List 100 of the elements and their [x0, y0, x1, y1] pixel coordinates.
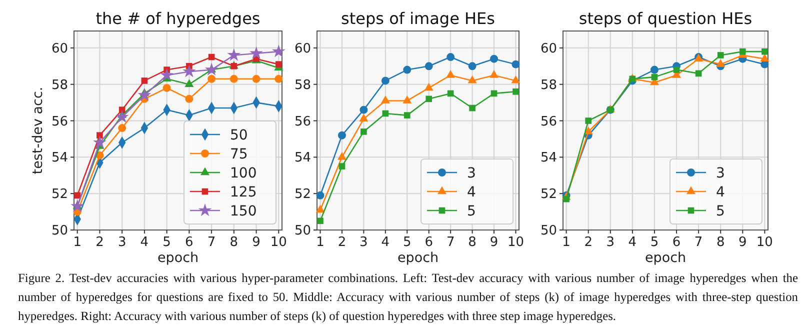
y-tick-label: 54	[294, 150, 311, 166]
point	[512, 60, 520, 68]
point	[762, 48, 768, 55]
point	[316, 191, 324, 200]
legend-label: 4	[467, 184, 476, 200]
legend-label: 4	[716, 184, 725, 200]
x-tick-label: 10	[756, 235, 773, 250]
legend-label: 3	[467, 165, 476, 182]
x-tick-label: 7	[446, 235, 455, 250]
chart-title: steps of image HEs	[341, 9, 495, 28]
chart-title: steps of question HEs	[578, 9, 752, 28]
point	[138, 88, 152, 101]
point	[93, 136, 106, 148]
x-tick-label: 6	[185, 235, 194, 250]
point	[760, 54, 770, 62]
chart-title: the # of hyperedges	[96, 9, 260, 28]
x-tick-label: 9	[490, 235, 498, 250]
x-tick-label: 8	[716, 235, 725, 250]
y-tick-label: 60	[540, 41, 557, 56]
x-tick-label: 5	[403, 235, 412, 250]
x-tick-label: 4	[628, 235, 637, 250]
point	[490, 54, 498, 63]
point	[716, 59, 726, 67]
y-tick-label: 50	[294, 224, 311, 239]
point	[338, 131, 346, 140]
point	[585, 118, 592, 124]
point	[118, 106, 126, 113]
y-tick-label: 54	[540, 150, 557, 166]
y-tick-label: 52	[294, 187, 311, 202]
x-tick-label: 2	[96, 235, 104, 250]
point	[230, 74, 238, 83]
point	[468, 76, 477, 84]
y-tick-label: 54	[51, 150, 68, 166]
y-axis-title: test-dev acc.	[30, 86, 46, 174]
legend-label: 5	[467, 203, 476, 220]
x-tick-label: 1	[73, 235, 82, 250]
point	[338, 163, 346, 170]
x-tick-label: 9	[252, 235, 260, 250]
point	[490, 90, 498, 97]
legend-label: 50	[230, 127, 248, 144]
x-tick-label: 2	[584, 235, 592, 250]
x-tick-label: 4	[381, 235, 390, 250]
point	[402, 96, 412, 104]
point	[74, 192, 81, 199]
point	[511, 76, 520, 84]
point	[446, 53, 455, 62]
point	[447, 90, 454, 97]
point	[252, 74, 260, 83]
legend-label: 75	[230, 146, 248, 162]
point	[96, 132, 103, 138]
x-tick-label: 3	[118, 235, 126, 250]
x-tick-label: 10	[270, 235, 287, 250]
x-tick-label: 7	[207, 235, 216, 250]
point	[227, 48, 241, 61]
point	[380, 96, 390, 104]
y-tick-label: 58	[540, 78, 557, 93]
legend-label: 150	[230, 203, 257, 220]
point	[70, 199, 84, 212]
point	[673, 66, 680, 73]
point	[337, 152, 346, 160]
legend-label: 3	[716, 165, 725, 182]
x-tick-label: 2	[338, 235, 346, 250]
x-tick-label: 7	[694, 235, 703, 250]
point	[184, 79, 194, 87]
point	[208, 54, 215, 60]
point	[274, 74, 283, 83]
point	[424, 82, 434, 91]
point	[650, 66, 658, 74]
point	[185, 94, 194, 103]
y-tick-label: 52	[540, 187, 557, 202]
y-tick-label: 58	[51, 78, 68, 93]
y-tick-label: 58	[294, 78, 311, 93]
x-tick-label: 9	[738, 235, 747, 250]
point	[739, 48, 746, 55]
point	[115, 110, 129, 123]
y-tick-label: 50	[540, 224, 557, 239]
x-tick-label: 6	[424, 235, 433, 250]
x-tick-label: 5	[162, 235, 171, 250]
x-tick-label: 5	[650, 235, 659, 250]
point	[275, 61, 282, 68]
point	[316, 204, 325, 213]
point	[162, 84, 171, 92]
x-tick-label: 1	[562, 235, 570, 250]
x-tick-label: 3	[606, 235, 615, 250]
x-axis-title: epoch	[397, 250, 439, 266]
x-tick-label: 10	[507, 235, 524, 250]
x-tick-label: 3	[360, 235, 368, 250]
y-tick-label: 56	[294, 114, 311, 130]
x-axis-title: epoch	[644, 250, 686, 266]
y-tick-label: 56	[51, 114, 68, 130]
y-tick-label: 56	[540, 114, 557, 130]
x-tick-label: 8	[468, 235, 476, 250]
x-tick-label: 1	[316, 235, 324, 250]
y-tick-label: 50	[51, 224, 68, 239]
point	[490, 70, 499, 78]
x-tick-label: 6	[672, 235, 681, 250]
point	[250, 46, 263, 60]
point	[317, 218, 324, 224]
point	[359, 114, 368, 122]
point	[717, 52, 724, 58]
